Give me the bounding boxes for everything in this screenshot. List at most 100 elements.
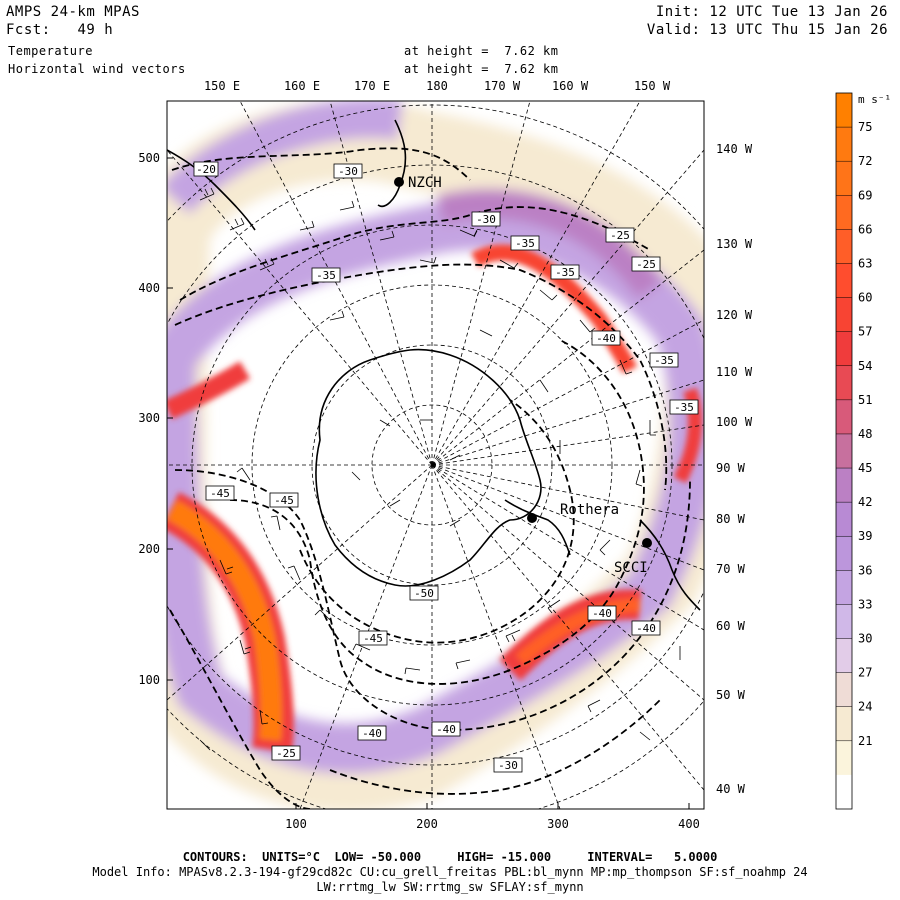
contour-label: -35 <box>649 352 679 368</box>
svg-text:-30: -30 <box>476 213 496 226</box>
contour-label: -30 <box>471 211 501 227</box>
map-frame <box>166 100 705 810</box>
contour-label: -25 <box>271 745 301 761</box>
colorbar-label: 21 <box>858 734 872 748</box>
lon-label: 180 <box>426 79 448 93</box>
colorbar-label: 51 <box>858 393 872 407</box>
contour-label: -25 <box>605 227 635 243</box>
station-rothera: Rothera <box>527 502 619 523</box>
svg-text:-25: -25 <box>610 229 630 242</box>
colorbar-label: 54 <box>858 359 872 373</box>
colorbar-swatch <box>836 297 852 333</box>
svg-text:-30: -30 <box>338 165 358 178</box>
contour-label: -30 <box>493 757 523 773</box>
lon-label: 70 W <box>716 562 746 576</box>
model-title: AMPS 24-km MPAS <box>6 4 140 20</box>
station-scci: SCCI <box>614 538 652 576</box>
colorbar-label: 36 <box>858 563 872 577</box>
lon-label: 50 W <box>716 688 746 702</box>
colorbar-label: 39 <box>858 529 872 543</box>
y-tick-labels: 500 400 300 200 100 <box>138 151 160 687</box>
colorbar-unit: m s⁻¹ <box>858 93 891 106</box>
contour-label: -25 <box>631 256 661 272</box>
contour-label: -35 <box>669 399 699 415</box>
svg-text:-45: -45 <box>210 487 230 500</box>
contour-label: -40 <box>631 620 661 636</box>
colorbar-swatch <box>836 93 852 128</box>
colorbar-label: 63 <box>858 256 872 270</box>
colorbar-label: 30 <box>858 632 872 646</box>
svg-text:-35: -35 <box>674 401 694 414</box>
lon-label: 160 W <box>552 79 589 93</box>
lon-label: 170 E <box>354 79 390 93</box>
lon-label: 120 W <box>716 308 753 322</box>
forecast-label: Fcst: 49 h <box>6 22 113 38</box>
model-info: Model Info: MPASv8.2.3-194-gf29cd82c CU:… <box>92 865 808 879</box>
fcst-label: Fcst: <box>6 22 51 38</box>
latlon-grid <box>167 101 704 809</box>
colorbar-swatch <box>836 502 852 537</box>
svg-text:-40: -40 <box>362 727 382 740</box>
valid-time: Valid: 13 UTC Thu 15 Jan 26 <box>646 22 888 38</box>
antarctic-peninsula <box>504 499 571 556</box>
temperature-contours <box>169 147 691 809</box>
contour-label: -45 <box>269 492 299 508</box>
top-longitude-labels: 150 E 160 E 170 E 180 170 W 160 W 150 W <box>204 79 671 93</box>
colorbar-swatch <box>836 774 852 810</box>
init-time: Init: 12 UTC Tue 13 Jan 26 <box>655 4 888 20</box>
colorbar-label: 72 <box>858 154 872 168</box>
svg-text:-50: -50 <box>414 587 434 600</box>
colorbar-swatch <box>836 672 852 708</box>
lon-label: 130 W <box>716 237 753 251</box>
contours-info: CONTOURS: UNITS=°C LOW= -50.000 HIGH= -1… <box>182 850 718 864</box>
colorbar-swatch <box>836 433 852 469</box>
lon-label: 170 W <box>484 79 521 93</box>
fcst-value: 49 h <box>77 22 114 38</box>
colorbar-label: 24 <box>858 700 872 714</box>
lon-label: 140 W <box>716 142 753 156</box>
lon-label: 150 E <box>204 79 240 93</box>
jet-cores <box>167 244 703 753</box>
axis-ticks <box>167 157 690 809</box>
y-tick-label: 200 <box>138 542 160 556</box>
australia-coastline <box>167 149 256 231</box>
svg-text:-35: -35 <box>316 269 336 282</box>
contour-label: -40 <box>591 330 621 346</box>
svg-text:-40: -40 <box>596 332 616 345</box>
colorbar-label: 48 <box>858 427 872 441</box>
colorbar-label: 27 <box>858 666 872 680</box>
contour-label: -45 <box>205 485 235 501</box>
contour-label: -35 <box>550 264 580 280</box>
wind-speed-shading <box>167 101 704 809</box>
lon-label: 110 W <box>716 365 753 379</box>
contour-label: -40 <box>587 605 617 621</box>
colorbar-swatch <box>836 195 852 230</box>
contour-label: -40 <box>357 725 387 741</box>
x-tick-label: 100 <box>285 817 307 831</box>
height-wind: at height = 7.62 km <box>404 62 559 76</box>
colorbar-frame <box>835 92 853 810</box>
colorbar-label: 42 <box>858 495 872 509</box>
map-content: -20 -30 -30 -35 -25 -25 -35 -35 -40 -35 … <box>167 101 704 809</box>
contour-label: -50 <box>409 585 439 601</box>
colorbar-label: 45 <box>858 461 872 475</box>
y-tick-label: 100 <box>138 673 160 687</box>
svg-text:-40: -40 <box>636 622 656 635</box>
contour-label: -35 <box>510 235 540 251</box>
svg-text:-40: -40 <box>592 607 612 620</box>
lon-label: 90 W <box>716 461 746 475</box>
colorbar-label: 33 <box>858 597 872 611</box>
y-tick-label: 300 <box>138 411 160 425</box>
svg-text:-30: -30 <box>498 759 518 772</box>
variable-wind: Horizontal wind vectors <box>8 62 186 76</box>
svg-text:-40: -40 <box>436 723 456 736</box>
south-america-coastline <box>639 519 701 611</box>
colorbar-label: 75 <box>858 120 872 134</box>
svg-text:-35: -35 <box>515 237 535 250</box>
stations: NZCH Rothera SCCI <box>394 175 652 576</box>
right-longitude-labels: 140 W 130 W 120 W 110 W 100 W 90 W 80 W … <box>716 142 753 796</box>
svg-text:-45: -45 <box>363 632 383 645</box>
colorbar-swatch <box>836 570 852 605</box>
contour-label: -30 <box>333 163 363 179</box>
